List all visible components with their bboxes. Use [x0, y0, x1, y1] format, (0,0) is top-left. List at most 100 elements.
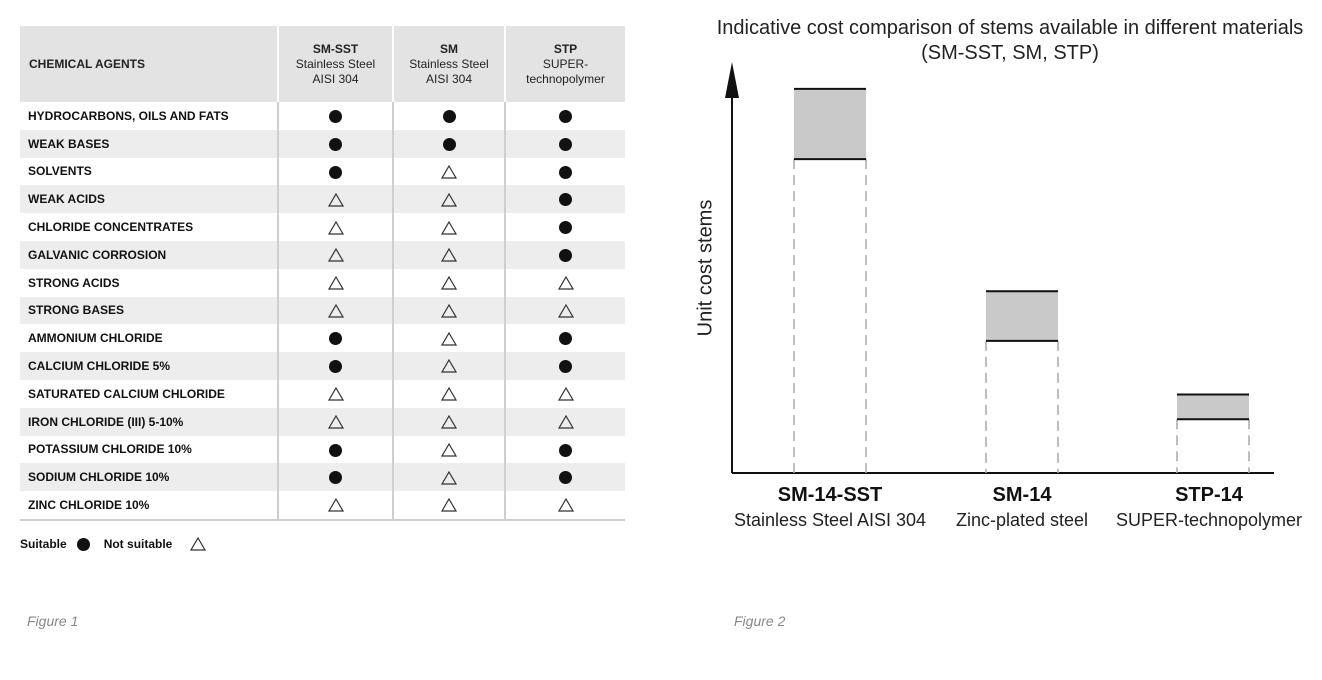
suitability-cell: [392, 324, 505, 353]
legend-suitable-label: Suitable: [20, 537, 67, 551]
table-row: SODIUM CHLORIDE 10%: [20, 463, 625, 492]
filled-circle-icon: [559, 471, 572, 485]
outline-triangle-icon: [327, 248, 344, 262]
table-row: POTASSIUM CHLORIDE 10%: [20, 435, 625, 464]
category-name: STP-14: [1175, 484, 1243, 506]
filled-circle-icon: [329, 110, 342, 124]
table-row: WEAK BASES: [20, 129, 625, 158]
table-row: STRONG BASES: [20, 296, 625, 325]
suitability-cell: [504, 268, 625, 297]
filled-circle-icon: [559, 193, 572, 207]
suitability-cell: [277, 240, 393, 269]
suitability-cell: [504, 352, 625, 380]
outline-triangle-icon: [327, 414, 344, 429]
suitability-cell: [504, 185, 625, 214]
filled-circle-icon: [76, 537, 90, 551]
filled-circle-icon: [559, 332, 572, 346]
y-axis-arrow-icon: [725, 62, 739, 98]
suitability-cell: [392, 379, 505, 408]
outline-triangle-icon: [440, 331, 458, 346]
x-category-label: SM-14-SST Stainless Steel AISI 304: [734, 482, 926, 532]
outline-triangle-icon: [440, 164, 458, 179]
filled-circle-icon: [329, 360, 342, 374]
figure-2-caption: Figure 2: [734, 613, 786, 629]
suitability-cell: [504, 463, 625, 492]
outline-triangle-icon: [440, 498, 458, 513]
suitability-cell: [504, 407, 625, 436]
chart-title-line-2: (SM-SST, SM, STP): [921, 42, 1099, 64]
chemical-agent-cell: SATURATED CALCIUM CHLORIDE: [28, 386, 225, 401]
column-header-sm-sst: SM-SST Stainless Steel AISI 304: [277, 26, 393, 102]
suitability-cell: [392, 435, 505, 464]
outline-triangle-icon: [557, 275, 574, 290]
suitability-cell: [504, 435, 625, 464]
outline-triangle-icon: [327, 220, 344, 235]
suitability-cell: [392, 157, 505, 186]
suitability-cell: [504, 379, 625, 408]
chart-title-line-1: Indicative cost comparison of stems avai…: [716, 17, 1304, 39]
table-row: HYDROCARBONS, OILS AND FATS: [20, 102, 625, 130]
filled-circle-icon: [442, 137, 456, 151]
suitability-cell: [504, 324, 625, 353]
cost-range-bar: [1177, 394, 1249, 420]
outline-triangle-icon: [557, 498, 574, 513]
column-code: STP: [553, 41, 578, 56]
suitability-cell: [392, 268, 505, 297]
suitability-cell: [504, 296, 625, 325]
filled-circle-icon: [442, 110, 456, 124]
outline-triangle-icon: [440, 414, 458, 429]
chemical-agent-cell: GALVANIC CORROSION: [20, 240, 278, 269]
table-row: GALVANIC CORROSION: [20, 240, 625, 269]
table-row: WEAK ACIDS: [20, 185, 625, 214]
suitability-cell: [504, 129, 625, 158]
suitability-cell: [392, 185, 505, 214]
chart-title: Indicative cost comparison of stems avai…: [680, 16, 1322, 66]
suitability-cell: [277, 296, 393, 325]
agent-column-header: CHEMICAL AGENTS: [20, 26, 278, 102]
outline-triangle-icon: [440, 387, 458, 401]
filled-circle-icon: [559, 137, 572, 151]
outline-triangle-icon: [440, 470, 458, 485]
column-line1: SUPER-: [542, 56, 589, 71]
suitability-cell: [392, 102, 505, 130]
column-line1: Stainless Steel: [409, 56, 489, 71]
outline-triangle-icon: [440, 303, 458, 318]
suitability-cell: [277, 102, 393, 130]
suitability-cell: [277, 185, 393, 214]
chemical-agent-cell: SODIUM CHLORIDE 10%: [20, 463, 278, 492]
outline-triangle-icon: [327, 303, 344, 318]
chemical-agent-cell: WEAK ACIDS: [20, 185, 278, 214]
chemical-agent-cell: WEAK BASES: [20, 129, 278, 158]
outline-triangle-icon: [440, 359, 458, 374]
suitability-cell: [277, 352, 393, 380]
column-code: SM: [440, 41, 458, 56]
outline-triangle-icon: [327, 387, 344, 401]
column-header-sm: SM Stainless Steel AISI 304: [392, 26, 505, 102]
table-row: CALCIUM CHLORIDE 5%: [20, 352, 625, 380]
suitability-cell: [392, 296, 505, 325]
chemical-agent-cell: STRONG ACIDS: [28, 275, 120, 290]
outline-triangle-icon: [557, 387, 574, 401]
suitability-cell: [392, 129, 505, 158]
column-line2: AISI 304: [425, 71, 473, 86]
suitability-cell: [277, 435, 393, 464]
filled-circle-icon: [329, 137, 342, 151]
column-line2: technopolymer: [526, 71, 605, 86]
suitability-cell: [504, 213, 625, 241]
filled-circle-icon: [559, 360, 572, 374]
outline-triangle-icon: [440, 220, 458, 235]
chemical-agent-cell: POTASSIUM CHLORIDE 10%: [28, 442, 192, 457]
suitability-cell: [277, 407, 393, 436]
table-row: AMMONIUM CHLORIDE: [20, 324, 625, 353]
outline-triangle-icon: [440, 192, 458, 207]
outline-triangle-icon: [440, 442, 458, 457]
suitability-cell: [504, 157, 625, 186]
legend-not-suitable-label: Not suitable: [103, 537, 173, 551]
chemical-agent-cell: STRONG BASES: [20, 296, 278, 325]
table-row: IRON CHLORIDE (III) 5-10%: [20, 407, 625, 436]
chemical-agent-cell: IRON CHLORIDE (III) 5-10%: [20, 407, 278, 436]
suitability-cell: [277, 129, 393, 158]
chemical-agent-cell: CALCIUM CHLORIDE 5%: [20, 352, 278, 380]
chart-plot-area: [725, 62, 1274, 474]
chemical-agent-cell: SOLVENTS: [28, 164, 92, 179]
